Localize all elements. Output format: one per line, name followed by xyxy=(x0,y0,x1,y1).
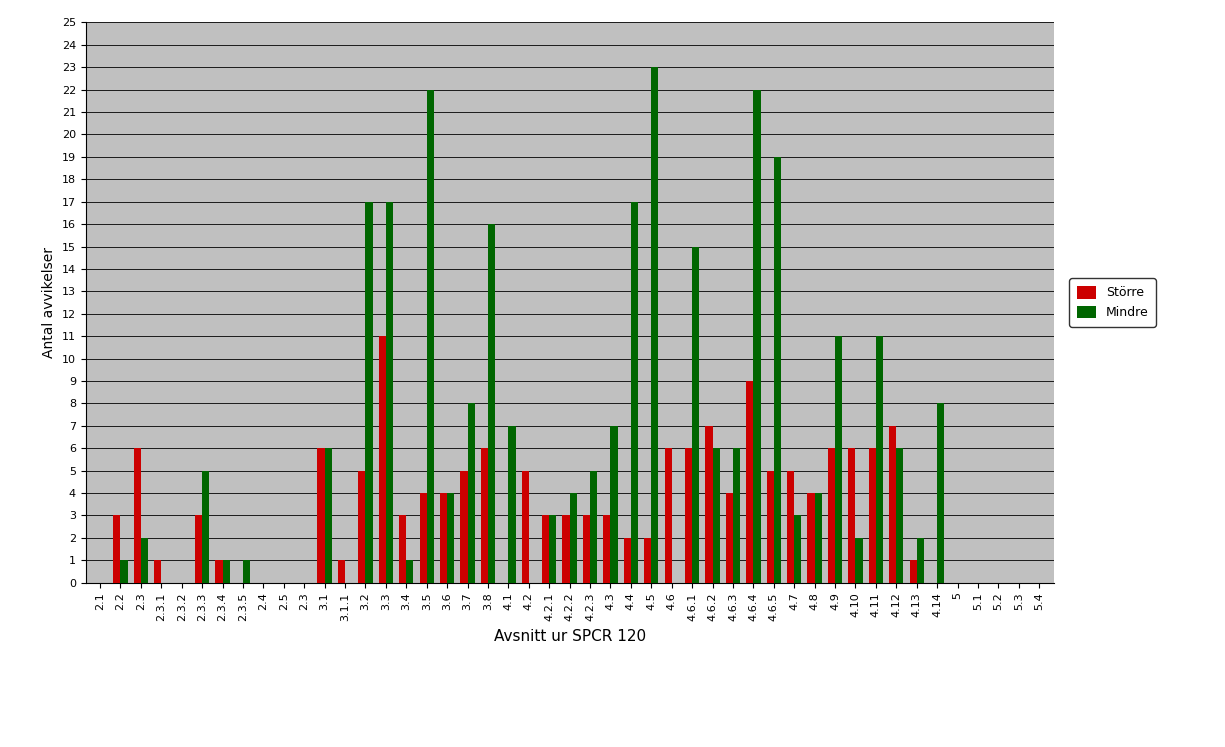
Bar xyxy=(590,471,598,583)
Bar xyxy=(399,515,407,583)
Bar xyxy=(876,336,883,583)
Bar xyxy=(916,538,924,583)
Bar xyxy=(788,471,794,583)
Bar xyxy=(386,202,393,583)
Bar xyxy=(631,202,638,583)
Bar xyxy=(869,448,876,583)
Bar xyxy=(216,560,223,583)
Bar xyxy=(549,515,556,583)
Bar xyxy=(154,560,162,583)
Bar xyxy=(855,538,862,583)
Bar xyxy=(807,493,815,583)
Bar xyxy=(604,515,610,583)
Bar xyxy=(665,448,671,583)
Bar xyxy=(937,403,944,583)
Bar xyxy=(726,493,733,583)
Bar xyxy=(543,515,549,583)
Bar xyxy=(481,448,488,583)
Bar xyxy=(733,448,740,583)
Bar xyxy=(223,560,230,583)
Bar xyxy=(746,381,753,583)
Bar xyxy=(325,448,332,583)
X-axis label: Avsnitt ur SPCR 120: Avsnitt ur SPCR 120 xyxy=(494,629,646,645)
Bar xyxy=(426,90,434,583)
Bar xyxy=(359,471,365,583)
Bar xyxy=(794,515,801,583)
Bar xyxy=(447,493,454,583)
Bar xyxy=(889,426,897,583)
Bar xyxy=(114,515,120,583)
Bar xyxy=(753,90,761,583)
Bar xyxy=(767,471,774,583)
Bar xyxy=(713,448,720,583)
Bar xyxy=(624,538,631,583)
Bar xyxy=(849,448,855,583)
Bar xyxy=(910,560,916,583)
Bar xyxy=(522,471,529,583)
Bar xyxy=(508,426,516,583)
Bar xyxy=(141,538,148,583)
Bar xyxy=(644,538,652,583)
Bar xyxy=(692,247,699,583)
Bar xyxy=(828,448,835,583)
Y-axis label: Antal avvikelser: Antal avvikelser xyxy=(42,247,56,358)
Bar xyxy=(610,426,617,583)
Bar xyxy=(652,67,659,583)
Bar xyxy=(120,560,127,583)
Bar xyxy=(365,202,372,583)
Bar xyxy=(407,560,414,583)
Bar xyxy=(202,471,209,583)
Bar xyxy=(583,515,590,583)
Bar xyxy=(815,493,822,583)
Bar xyxy=(774,157,782,583)
Bar xyxy=(897,448,904,583)
Bar xyxy=(835,336,843,583)
Bar xyxy=(420,493,426,583)
Bar xyxy=(570,493,577,583)
Bar xyxy=(317,448,325,583)
Bar xyxy=(195,515,202,583)
Bar xyxy=(685,448,692,583)
Legend: Större, Mindre: Större, Mindre xyxy=(1069,279,1156,326)
Bar xyxy=(468,403,475,583)
Bar xyxy=(440,493,447,583)
Bar xyxy=(562,515,570,583)
Bar xyxy=(488,224,495,583)
Bar xyxy=(243,560,250,583)
Bar xyxy=(379,336,386,583)
Bar xyxy=(134,448,141,583)
Bar xyxy=(338,560,345,583)
Bar xyxy=(461,471,468,583)
Bar xyxy=(706,426,713,583)
